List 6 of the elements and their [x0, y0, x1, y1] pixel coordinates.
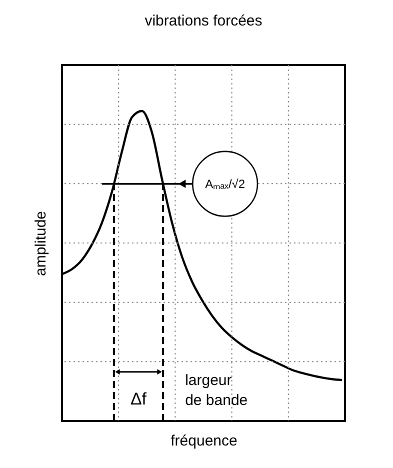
ref-line-label: Aₘₐₓ/√2: [205, 176, 246, 191]
annotation: largeur de bande: [185, 372, 248, 410]
y-axis-title: amplitude: [32, 210, 50, 276]
chart-title: vibrations forcées: [144, 12, 262, 30]
annotation: Δf: [130, 390, 147, 409]
x-axis-title: fréquence: [170, 432, 238, 450]
